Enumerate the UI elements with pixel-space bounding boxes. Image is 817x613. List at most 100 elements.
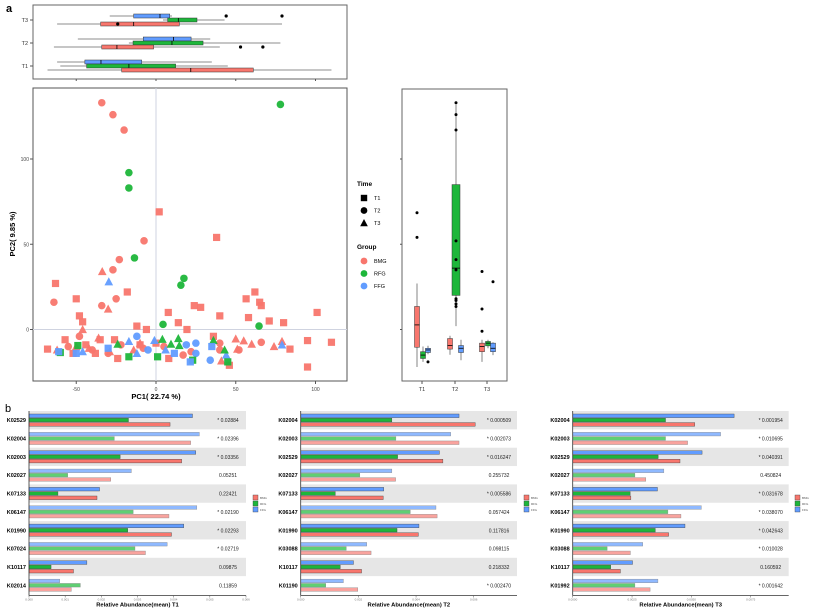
bar-ffg <box>28 468 132 473</box>
p-value-label: * 0.03356 <box>217 455 239 461</box>
outlier-point <box>454 101 458 105</box>
data-point-rfg-t3 <box>166 339 176 348</box>
data-point-ffg-t3 <box>78 347 87 356</box>
outlier-point <box>415 235 419 239</box>
data-point-bmg-t1 <box>133 322 141 330</box>
bar-ffg <box>572 413 735 418</box>
legend-label-bmg: BMG <box>802 496 810 500</box>
legend-circle-icon <box>360 270 368 277</box>
p-value-label: * 0.042643 <box>759 528 783 534</box>
category-label: K02003 <box>7 455 26 461</box>
category-label: K02529 <box>7 418 26 424</box>
bar-rfg <box>572 491 631 496</box>
legend-square-icon <box>360 194 368 202</box>
data-point-bmg-t3 <box>78 325 87 334</box>
bar-ffg <box>572 450 703 455</box>
bar-bmg <box>28 550 146 555</box>
bar-ffg <box>572 432 721 437</box>
bar-bmg <box>300 459 444 464</box>
legend-swatch-bmg <box>794 494 801 501</box>
x-tick-label: 0.005 <box>206 598 214 602</box>
bar-bmg <box>572 495 632 500</box>
legend-swatch-ffg <box>523 506 530 513</box>
row-shade <box>29 484 246 503</box>
data-point-bmg-t1 <box>51 279 60 288</box>
x-tick-label: 0.001 <box>61 598 69 602</box>
category-label: K02003 <box>278 437 297 443</box>
outlier-point <box>224 14 228 18</box>
p-value-label: * 0.000509 <box>487 418 511 424</box>
category-label: K07024 <box>7 547 27 553</box>
p-value-label: * 0.010028 <box>759 547 783 553</box>
bar-ffg <box>572 468 665 473</box>
category-label: K02529 <box>550 455 569 461</box>
p-value-label: 0.117816 <box>489 528 510 534</box>
data-point-bmg-t1 <box>213 233 221 242</box>
category-label: K10117 <box>279 565 298 571</box>
bar-bmg <box>572 514 682 519</box>
x-axis-label: Relative Abundance(mean) T2 <box>368 603 451 609</box>
data-point-ffg-t2 <box>192 349 200 358</box>
x-tick-label: 0.0050 <box>687 598 697 602</box>
data-point-bmg-t1 <box>155 208 163 216</box>
x-tick-label: 0.006 <box>470 598 478 602</box>
bar-bmg <box>572 587 651 592</box>
data-point-bmg-t1 <box>91 349 99 357</box>
category-label: K03088 <box>550 547 569 553</box>
data-point-rfg-t3 <box>113 339 123 348</box>
legend-label-bmg: BMG <box>260 496 268 500</box>
top-pc1-boxplot: T1 T2 T3 <box>22 4 348 81</box>
category-label: K02014 <box>7 583 27 589</box>
outlier-point <box>491 280 495 284</box>
data-point-ffg-t1 <box>208 342 216 351</box>
bar-ffg <box>300 413 460 418</box>
data-point-bmg-t1 <box>174 319 182 327</box>
legend-title-group: Group <box>357 244 377 251</box>
bar-bmg <box>28 532 172 537</box>
bar-rfg <box>572 564 611 569</box>
data-point-bmg-t1 <box>75 312 84 320</box>
y-axis-label: PC2( 9.85 %) <box>8 211 17 257</box>
data-point-bmg-t1 <box>142 325 151 334</box>
data-point-ffg-t2 <box>192 339 200 347</box>
p-value-label: * 0.016247 <box>487 455 511 461</box>
bar-ffg <box>28 487 100 492</box>
x-tick-label: 0.002 <box>98 598 106 602</box>
x-tick-label: 0.004 <box>412 598 420 602</box>
data-point-bmg-t3 <box>103 304 113 313</box>
data-point-bmg-t1 <box>303 336 312 345</box>
category-label: K01990 <box>550 528 569 534</box>
data-point-bmg-t1 <box>114 354 122 363</box>
p-value-label: * 0.02719 <box>217 547 239 553</box>
data-point-bmg-t2 <box>109 266 117 274</box>
data-point-rfg-t1 <box>74 341 82 350</box>
data-point-bmg-t1 <box>251 288 259 296</box>
bar-bmg <box>28 569 74 574</box>
bar-bmg <box>300 550 372 555</box>
data-point-ffg-t3 <box>221 350 231 359</box>
bar-rfg <box>28 473 68 478</box>
bar-rfg <box>28 528 128 533</box>
bar-rfg <box>28 491 59 496</box>
category-label: K07133 <box>550 492 569 498</box>
data-point-bmg-t2 <box>75 332 84 341</box>
bar-ffg <box>28 523 184 528</box>
pca-scatter-plot: -50 0 50 100 0 50 100 PC1( 22.74 %) PC2( 9.85 %) <box>8 87 348 401</box>
legend-swatch-rfg <box>252 500 259 507</box>
panel-label-b: b <box>5 403 11 415</box>
outlier-point <box>480 270 484 274</box>
data-point-rfg-t3 <box>220 345 229 354</box>
data-point-bmg-t3 <box>269 342 279 351</box>
box-bmg-t3 <box>100 21 180 27</box>
data-point-ffg-t1 <box>104 344 112 352</box>
category-label: K06147 <box>278 510 297 516</box>
data-point-bmg-t1 <box>165 354 173 363</box>
x-tick-label: 0.000 <box>25 598 33 602</box>
data-point-bmg-t2 <box>140 237 148 245</box>
legend-title-time: Time <box>357 181 372 188</box>
box-ffg-t2 <box>458 345 464 353</box>
p-value-label: 0.255732 <box>489 473 510 479</box>
p-value-label: * 0.02884 <box>217 418 239 424</box>
p-value-label: * 0.002073 <box>487 437 511 443</box>
